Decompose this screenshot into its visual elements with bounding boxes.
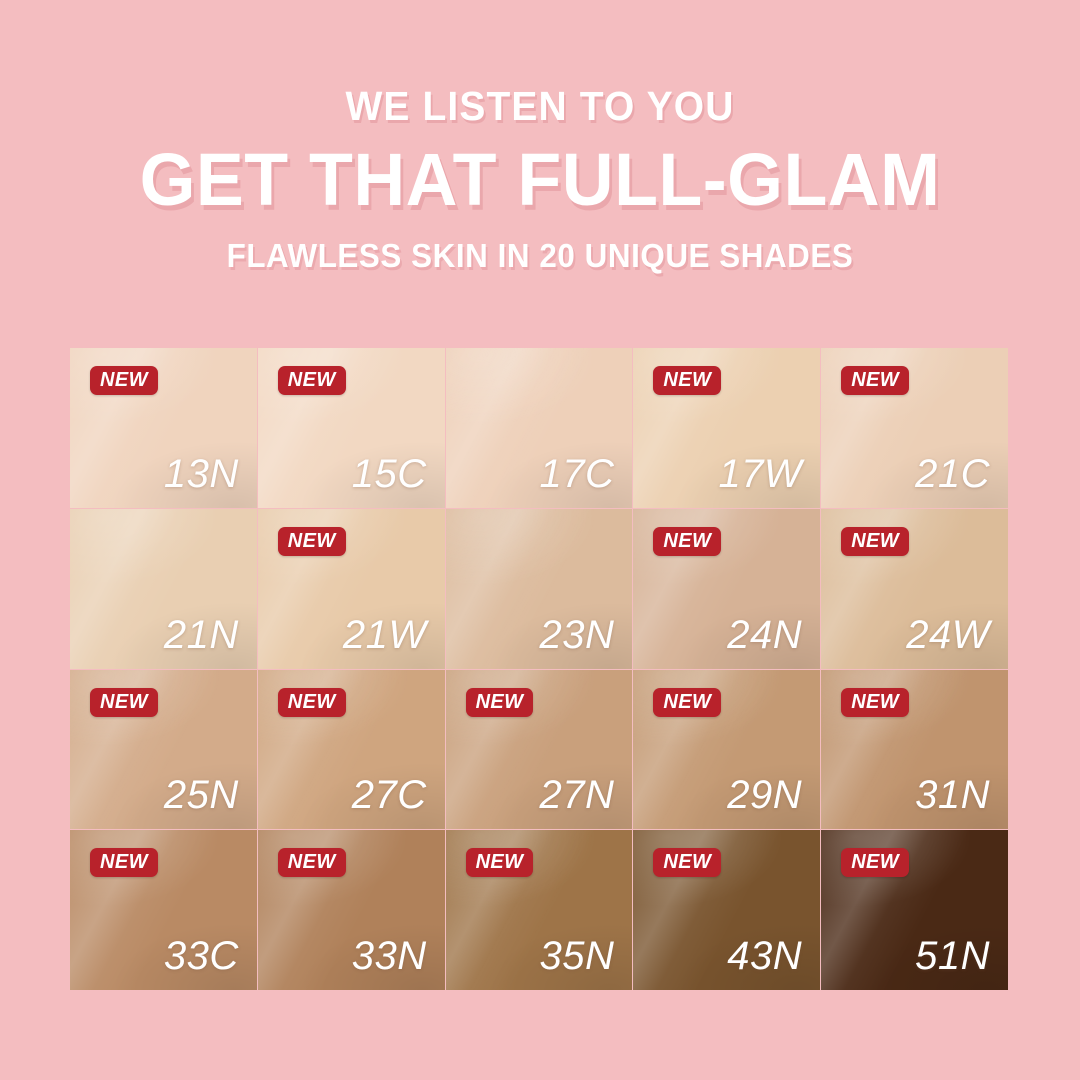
shade-name-label: 35N	[539, 934, 615, 978]
shade-name-label: 17C	[539, 451, 615, 496]
shade-swatch[interactable]: NEW 35N	[445, 830, 633, 990]
new-badge: NEW	[277, 687, 346, 717]
new-badge: NEW	[465, 848, 534, 878]
shade-swatch[interactable]: NEW 33N	[257, 830, 445, 990]
new-badge: NEW	[841, 366, 910, 395]
shade-name-label: 21N	[163, 612, 239, 657]
headline-eyebrow: WE LISTEN TO YOU	[345, 83, 735, 129]
shade-swatch[interactable]: NEW 33C	[70, 830, 257, 990]
new-badge: NEW	[653, 848, 722, 878]
shade-swatch[interactable]: NEW 27N	[445, 669, 633, 830]
shade-swatch[interactable]: NEW 25N	[70, 669, 257, 830]
new-badge: NEW	[90, 366, 158, 395]
shade-swatch[interactable]: NEW 17W	[633, 348, 821, 508]
new-badge: NEW	[277, 848, 346, 878]
shade-name-label: 31N	[915, 773, 990, 818]
new-badge: NEW	[653, 526, 722, 556]
shade-swatch[interactable]: 21N	[70, 508, 257, 669]
shade-name-label: 24W	[906, 612, 990, 657]
shade-name-label: 17W	[718, 451, 803, 496]
new-badge: NEW	[653, 687, 722, 717]
new-badge: NEW	[841, 526, 910, 556]
shade-swatch[interactable]: NEW 24W	[821, 508, 1008, 669]
shade-swatch[interactable]: NEW 21C	[821, 348, 1008, 508]
shade-name-label: 33N	[351, 934, 427, 978]
shade-swatch[interactable]: NEW 13N	[70, 348, 257, 508]
new-badge: NEW	[465, 687, 534, 717]
new-badge: NEW	[90, 687, 158, 717]
shade-name-label: 21W	[342, 612, 427, 657]
shade-name-label: 33C	[163, 934, 239, 978]
shade-swatch[interactable]: 23N	[445, 508, 633, 669]
shade-grid: NEW 13N NEW 15C 17C NEW 17W NEW 21C 21N NEW 21W 23N N…	[70, 348, 1008, 990]
shade-name-label: 23N	[539, 612, 615, 657]
shade-swatch[interactable]: NEW 31N	[821, 669, 1008, 830]
shade-name-label: 25N	[163, 773, 239, 818]
shade-swatch[interactable]: NEW 43N	[633, 830, 821, 990]
shade-swatch[interactable]: NEW 24N	[633, 508, 821, 669]
shade-swatch[interactable]: NEW 27C	[257, 669, 445, 830]
shade-name-label: 13N	[163, 451, 239, 496]
shade-name-label: 43N	[727, 934, 803, 978]
headline-subtitle: FLAWLESS SKIN IN 20 UNIQUE SHADES	[226, 237, 854, 274]
shade-name-label: 51N	[915, 934, 990, 978]
shade-swatch[interactable]: NEW 15C	[257, 348, 445, 508]
new-badge: NEW	[277, 366, 346, 395]
new-badge: NEW	[841, 848, 910, 878]
shade-swatch[interactable]: NEW 21W	[257, 508, 445, 669]
shade-name-label: 15C	[351, 451, 427, 496]
new-badge: NEW	[90, 848, 158, 878]
shade-swatch[interactable]: NEW 51N	[821, 830, 1008, 990]
shade-name-label: 27C	[351, 773, 427, 818]
shade-name-label: 29N	[727, 773, 803, 818]
new-badge: NEW	[841, 687, 910, 717]
shade-name-label: 24N	[727, 612, 803, 657]
headline-block: WE LISTEN TO YOU GET THAT FULL-GLAM FLAW…	[0, 83, 1080, 274]
shade-swatch[interactable]: 17C	[445, 348, 633, 508]
new-badge: NEW	[653, 366, 722, 395]
shade-name-label: 21C	[915, 451, 990, 496]
shade-swatch[interactable]: NEW 29N	[633, 669, 821, 830]
shade-name-label: 27N	[539, 773, 615, 818]
page-title: GET THAT FULL-GLAM	[139, 138, 941, 221]
new-badge: NEW	[277, 526, 346, 556]
